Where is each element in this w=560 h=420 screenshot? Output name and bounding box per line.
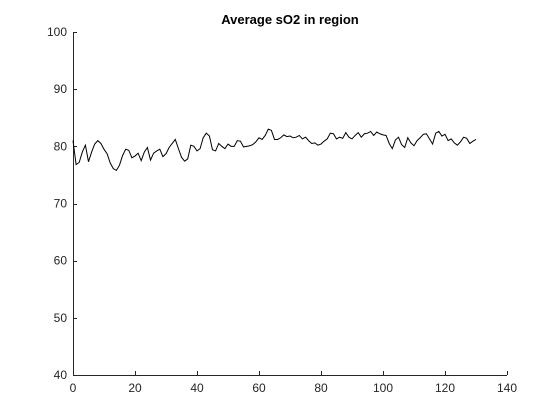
y-tick-label: 40 <box>54 368 68 382</box>
y-tick-label: 100 <box>47 25 67 39</box>
axes <box>73 32 507 376</box>
y-tick-label: 70 <box>54 197 68 211</box>
y-tick-label: 90 <box>54 82 68 96</box>
x-axis-ticks: 0 20 40 60 80 100 120 140 <box>70 371 517 395</box>
x-tick-label: 120 <box>435 381 455 395</box>
series-line <box>72 128 477 172</box>
x-tick-label: 100 <box>373 381 393 395</box>
y-axis-ticks: 40 50 60 70 80 90 100 <box>47 25 77 382</box>
x-tick-label: 40 <box>190 381 204 395</box>
chart-title: Average sO2 in region <box>221 12 359 27</box>
x-tick-label: 140 <box>497 381 517 395</box>
y-tick-label: 50 <box>54 311 68 325</box>
x-tick-label: 80 <box>314 381 328 395</box>
x-tick-label: 0 <box>70 381 77 395</box>
y-tick-label: 80 <box>54 139 68 153</box>
plot-series <box>72 128 477 172</box>
y-tick-label: 60 <box>54 254 68 268</box>
x-tick-label: 20 <box>128 381 142 395</box>
x-tick-label: 60 <box>252 381 266 395</box>
